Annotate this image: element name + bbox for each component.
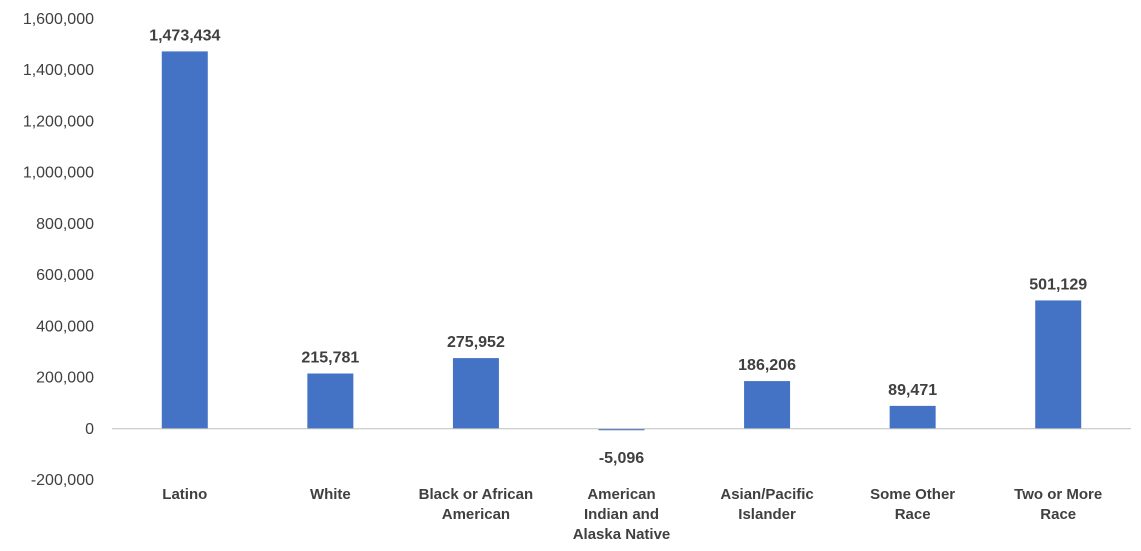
bar xyxy=(452,358,499,429)
x-tick-label-line: Islander xyxy=(738,506,796,523)
y-tick-label: 200,000 xyxy=(36,370,94,387)
x-tick-label: Some Other Race xyxy=(870,486,955,523)
data-label: 275,952 xyxy=(447,334,505,351)
y-tick-label: 0 xyxy=(85,421,94,438)
x-tick-label-line: Two or More xyxy=(1014,486,1102,503)
x-tick-label: White xyxy=(310,486,351,503)
y-tick-label: -200,000 xyxy=(31,472,94,489)
bar xyxy=(1035,300,1082,429)
data-label: 89,471 xyxy=(888,382,937,399)
x-tick-label-line: Black or African xyxy=(419,486,534,503)
bar xyxy=(889,405,936,429)
x-axis: Latino White Black or African AmericanAmeri… xyxy=(162,486,1102,543)
x-tick-label-line: Alaska Native xyxy=(573,526,671,543)
x-tick-label: Black or African American xyxy=(419,486,534,523)
bar xyxy=(307,373,354,429)
data-label: 215,781 xyxy=(301,350,359,367)
x-tick-label-line: Race xyxy=(1040,506,1076,523)
x-tick-label-line: Asian/Pacific xyxy=(720,486,813,503)
y-tick-label: 1,200,000 xyxy=(23,113,94,130)
y-tick-label: 400,000 xyxy=(36,318,94,335)
x-tick-label-line: Indian and xyxy=(584,506,659,523)
y-tick-label: 1,600,000 xyxy=(23,11,94,28)
bar xyxy=(744,381,791,429)
data-label: 1,473,434 xyxy=(149,27,220,44)
data-label: 501,129 xyxy=(1029,276,1087,293)
y-axis: -200,000 0 200,000 400,000 600,000 800,000 1,0… xyxy=(23,11,94,489)
bar xyxy=(161,51,208,429)
x-tick-label: Latino xyxy=(162,486,207,503)
x-tick-label: Two or More Race xyxy=(1014,486,1102,523)
y-tick-label: 1,400,000 xyxy=(23,62,94,79)
x-tick-label-line: Latino xyxy=(162,486,207,503)
bar xyxy=(598,428,645,431)
x-tick-label-line: American xyxy=(587,486,655,503)
y-tick-label: 1,000,000 xyxy=(23,165,94,182)
data-label: 186,206 xyxy=(738,357,796,374)
x-tick-label-line: White xyxy=(310,486,351,503)
x-tick-label-line: American xyxy=(442,506,510,523)
data-label: -5,096 xyxy=(599,450,644,467)
y-tick-label: 600,000 xyxy=(36,267,94,284)
x-tick-label: American Indian and Alaska Native xyxy=(573,486,671,543)
y-tick-label: 800,000 xyxy=(36,216,94,233)
x-tick-label-line: Some Other xyxy=(870,486,955,503)
data-labels-group: 1,473,434 215,781 275,952 -5,096 186,206 89,4… xyxy=(149,27,1087,466)
bars-group xyxy=(161,51,1082,431)
x-tick-label-line: Race xyxy=(895,506,931,523)
x-tick-label: Asian/Pacific Islander xyxy=(720,486,813,523)
